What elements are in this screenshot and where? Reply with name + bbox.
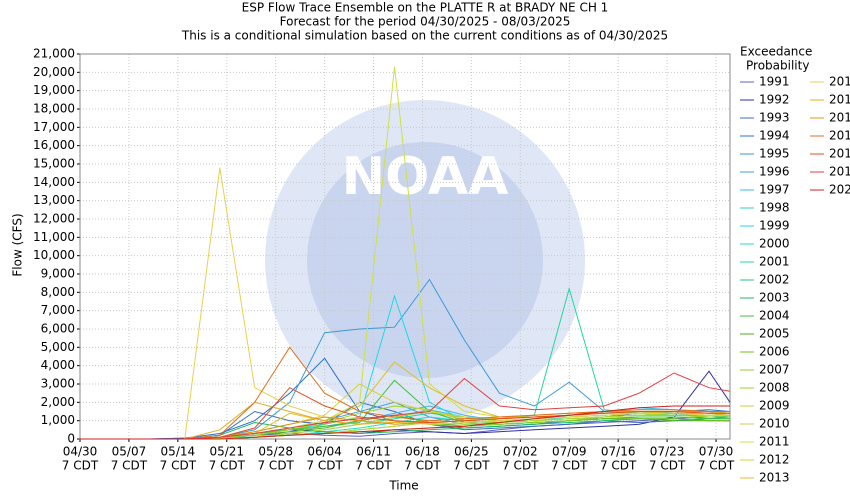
x-tick-label: 05/28 [258,445,293,459]
x-axis-label: Time [388,479,418,493]
legend-label: 2002 [759,273,790,287]
legend-label: 2014 [829,75,850,89]
watermark-text: NOAA [342,147,509,207]
legend-label: 2009 [759,399,790,413]
legend-label: 1991 [759,75,790,89]
x-tick-label: 7 CDT [111,459,148,473]
x-tick-label: 06/11 [356,445,391,459]
plot-frame [79,53,731,440]
y-tick-label: 21,000 [33,47,75,61]
x-tick-label: 07/02 [503,445,538,459]
x-tick-label: 7 CDT [404,459,441,473]
x-tick-label: 07/30 [699,445,734,459]
y-tick-label: 7,000 [41,303,75,317]
x-tick-label: 7 CDT [551,459,588,473]
watermark-logo: NOAA [265,100,585,420]
x-tick-label: 7 CDT [62,459,99,473]
legend-label: 2020 [829,183,850,197]
y-tick-label: 18,000 [33,102,75,116]
y-tick-label: 11,000 [33,230,75,244]
y-tick-label: 1,000 [41,413,75,427]
x-tick-label: 7 CDT [306,459,343,473]
x-tick-label: 7 CDT [453,459,490,473]
chart-title: ESP Flow Trace Ensemble on the PLATTE R … [242,1,609,15]
y-tick-label: 17,000 [33,120,75,134]
legend-label: 2016 [829,111,850,125]
x-tick-label: 07/23 [650,445,685,459]
y-tick-label: 2,000 [41,395,75,409]
x-tick-label: 04/30 [63,445,98,459]
x-tick-label: 7 CDT [502,459,539,473]
x-tick-label: 07/16 [601,445,636,459]
legend-label: 2017 [829,129,850,143]
legend-label: 2000 [759,237,790,251]
legend-label: 2003 [759,291,790,305]
legend-label: 2015 [829,93,850,107]
x-tick-label: 07/09 [552,445,587,459]
y-tick-label: 13,000 [33,193,75,207]
x-tick-label: 7 CDT [209,459,246,473]
legend-label: 1993 [759,111,790,125]
legend-label: 1999 [759,219,790,233]
x-tick-label: 7 CDT [160,459,197,473]
x-tick-label: 05/07 [112,445,147,459]
legend-label: 2007 [759,363,790,377]
x-tick-label: 7 CDT [355,459,392,473]
legend-label: 2005 [759,327,790,341]
x-tick-label: 7 CDT [698,459,735,473]
y-tick-label: 0 [67,432,75,446]
legend-label: 2010 [759,417,790,431]
x-tick-label: 06/18 [405,445,440,459]
legend-label: 2013 [759,471,790,485]
legend-label: 1996 [759,165,790,179]
x-tick-label: 05/21 [209,445,244,459]
legend-label: 2011 [759,435,790,449]
y-tick-label: 14,000 [33,175,75,189]
x-tick-label: 7 CDT [649,459,686,473]
y-tick-label: 9,000 [41,267,75,281]
y-tick-label: 12,000 [33,212,75,226]
legend-label: 1992 [759,93,790,107]
x-tick-label: 7 CDT [257,459,294,473]
y-axis-label: Flow (CFS) [11,213,25,276]
y-tick-label: 3,000 [41,377,75,391]
x-tick-label: 7 CDT [600,459,637,473]
legend-label: 1995 [759,147,790,161]
legend-title: Exceedance [740,45,812,59]
series-line [80,405,730,440]
y-tick-label: 10,000 [33,248,75,262]
y-tick-label: 4,000 [41,358,75,372]
y-tick-label: 15,000 [33,157,75,171]
legend-label: 2001 [759,255,790,269]
legend-label: 1997 [759,183,790,197]
legend-label: 2019 [829,165,850,179]
legend-title: Probability [746,59,809,73]
x-tick-label: 06/04 [307,445,342,459]
chart-subtitle: Forecast for the period 04/30/2025 - 08/… [280,15,571,29]
y-tick-label: 16,000 [33,138,75,152]
legend-label: 2006 [759,345,790,359]
y-tick-label: 19,000 [33,83,75,97]
legend-label: 2008 [759,381,790,395]
y-tick-label: 8,000 [41,285,75,299]
legend-label: 2018 [829,147,850,161]
y-tick-label: 5,000 [41,340,75,354]
legend-label: 2012 [759,453,790,467]
y-tick-label: 20,000 [33,65,75,79]
legend-label: 1994 [759,129,790,143]
legend-label: 2004 [759,309,790,323]
x-tick-label: 06/25 [454,445,489,459]
legend-label: 1998 [759,201,790,215]
y-tick-label: 6,000 [41,322,75,336]
x-tick-label: 05/14 [161,445,196,459]
chart-subtitle: This is a conditional simulation based o… [181,29,668,43]
